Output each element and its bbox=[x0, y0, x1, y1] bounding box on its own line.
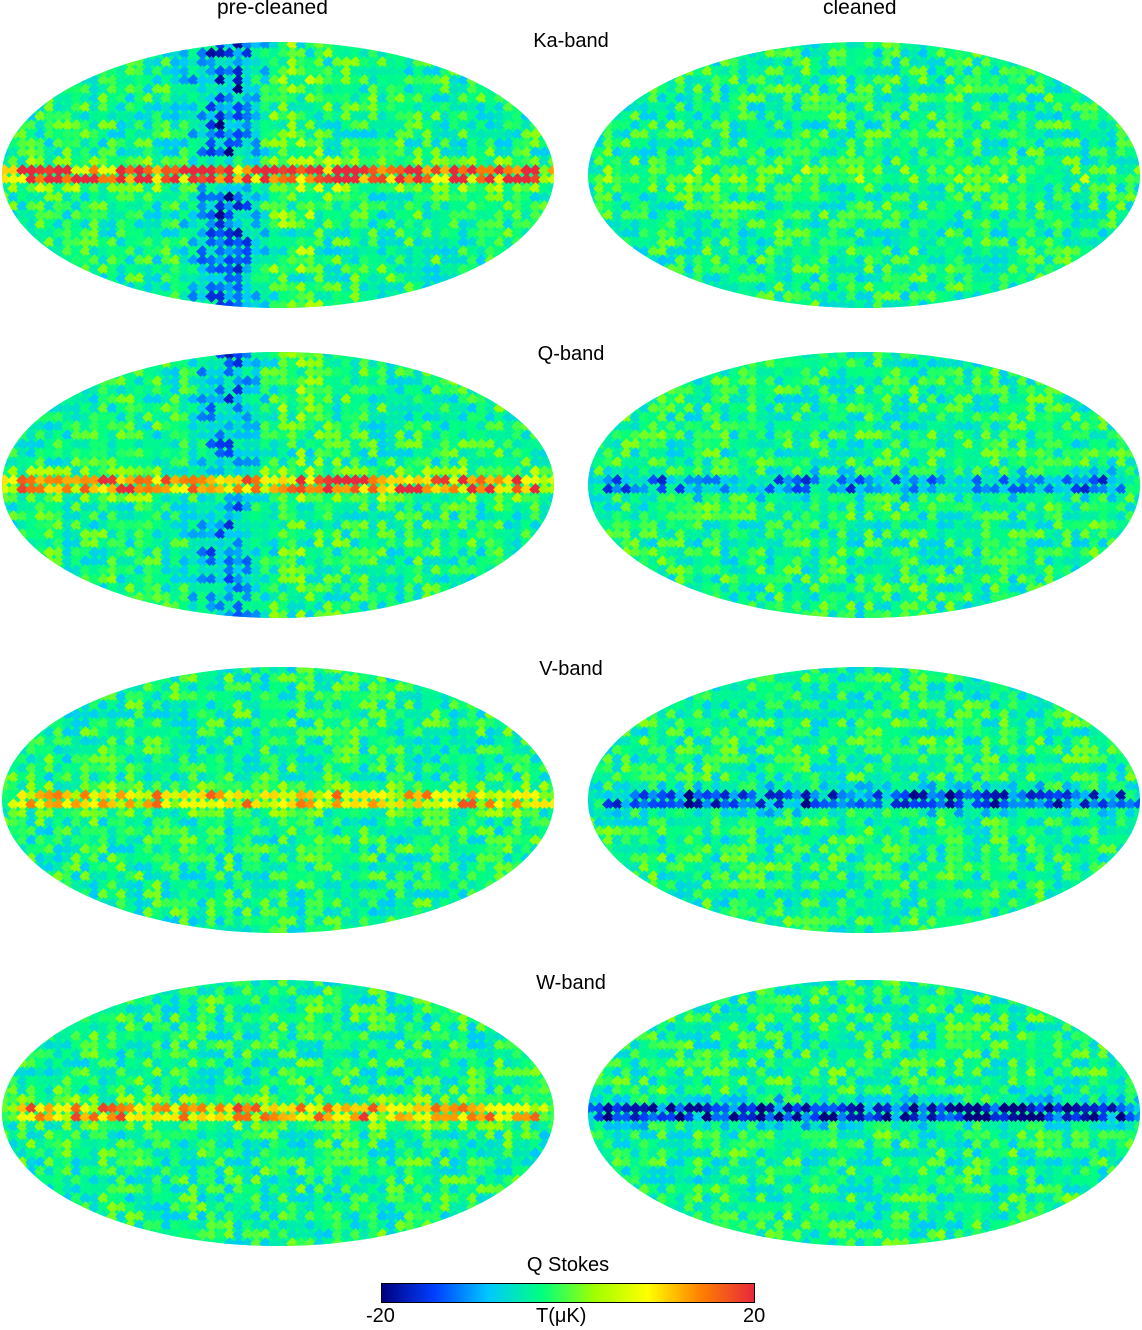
sky-map-ka-pre-cleaned bbox=[2, 42, 554, 308]
colorbar bbox=[381, 1283, 755, 1303]
column-header-pre-cleaned: pre-cleaned bbox=[217, 0, 328, 19]
column-header-cleaned: cleaned bbox=[823, 0, 897, 19]
sky-map-w-pre-cleaned bbox=[2, 980, 554, 1246]
band-label-v: V-band bbox=[539, 658, 603, 680]
sky-map-q-cleaned bbox=[588, 352, 1140, 618]
sky-map-ka-cleaned bbox=[588, 42, 1140, 308]
sky-map-q-pre-cleaned bbox=[2, 352, 554, 618]
colorbar-title: Q Stokes bbox=[526, 1254, 610, 1276]
colorbar-min-label: -20 bbox=[366, 1305, 395, 1327]
sky-map-v-pre-cleaned bbox=[2, 667, 554, 933]
colorbar-max-label: 20 bbox=[743, 1305, 766, 1327]
colorbar-unit-label: T(μK) bbox=[536, 1305, 587, 1327]
sky-map-v-cleaned bbox=[588, 667, 1140, 933]
band-label-ka: Ka-band bbox=[533, 30, 609, 52]
band-label-w: W-band bbox=[536, 972, 606, 994]
sky-map-w-cleaned bbox=[588, 980, 1140, 1246]
band-label-q: Q-band bbox=[537, 343, 605, 365]
